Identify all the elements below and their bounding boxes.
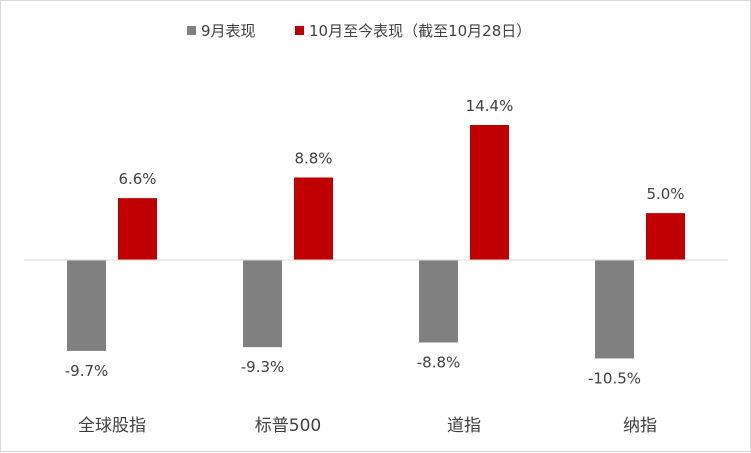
category-label-2: 标普500 bbox=[255, 416, 321, 436]
bar-series2-4 bbox=[646, 213, 685, 260]
legend-label-1: 9月表现 bbox=[201, 22, 256, 40]
bar-series1-2 bbox=[243, 260, 282, 348]
category-labels: 全球股指 标普500 道指 纳指 bbox=[78, 416, 657, 436]
data-label-series2-2: 8.8% bbox=[294, 150, 332, 168]
legend-swatch-2 bbox=[295, 26, 304, 35]
legend-label-2: 10月至今表现（截至10月28日） bbox=[309, 22, 531, 40]
category-label-4: 纳指 bbox=[623, 416, 657, 436]
data-label-series1-3: -8.8% bbox=[417, 354, 461, 372]
bar-series1-3 bbox=[419, 260, 458, 343]
data-label-series2-1: 6.6% bbox=[118, 170, 156, 188]
category-label-3: 道指 bbox=[447, 416, 481, 436]
legend-swatch-1 bbox=[187, 26, 196, 35]
bar-series2-3 bbox=[470, 125, 509, 260]
data-label-series2-3: 14.4% bbox=[466, 97, 514, 115]
data-label-series1-1: -9.7% bbox=[65, 362, 109, 380]
legend: 9月表现 10月至今表现（截至10月28日） bbox=[187, 22, 531, 40]
bar-series2-2 bbox=[294, 177, 333, 260]
bars bbox=[67, 125, 685, 359]
data-labels: -9.7% 6.6% -9.3% 8.8% -8.8% 14.4% -10.5% 5.0% bbox=[65, 97, 685, 387]
category-label-1: 全球股指 bbox=[78, 416, 146, 436]
bar-series1-1 bbox=[67, 260, 106, 351]
data-label-series2-4: 5.0% bbox=[646, 185, 684, 203]
bar-series2-1 bbox=[118, 198, 157, 260]
bar-series1-4 bbox=[595, 260, 634, 359]
data-label-series1-2: -9.3% bbox=[241, 358, 285, 376]
data-label-series1-4: -10.5% bbox=[588, 369, 641, 387]
